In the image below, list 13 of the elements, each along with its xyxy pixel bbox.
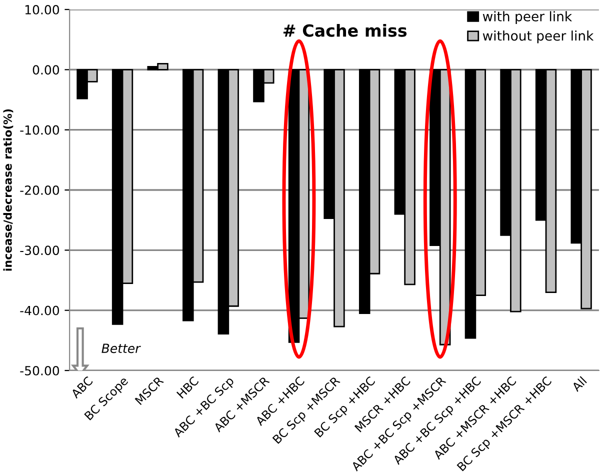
legend-label: without peer link — [482, 30, 594, 44]
y-tick-label: 0.00 — [32, 65, 60, 75]
y-tick-label: 10.00 — [25, 4, 60, 14]
y-tick-label: -50.00 — [20, 366, 60, 376]
y-tick-label: -40.00 — [20, 306, 60, 316]
x-tick-label: All — [571, 376, 587, 392]
text: # Cache miss — [283, 24, 407, 37]
legend-label: with peer link — [482, 11, 572, 24]
y-axis-title: incease/decrease ratio(%) — [3, 109, 14, 271]
y-tick-label: -20.00 — [20, 185, 60, 195]
annotation: Better — [102, 344, 141, 354]
y-tick-label: -30.00 — [20, 246, 60, 256]
y-tick-label: -10.00 — [20, 125, 60, 135]
